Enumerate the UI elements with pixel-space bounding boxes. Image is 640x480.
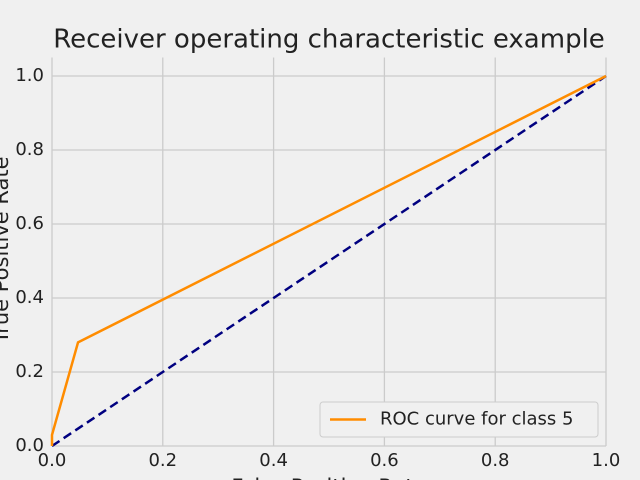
y-tick-label: 0.2 [15,361,44,382]
legend-label: ROC curve for class 5 [380,409,573,430]
legend-box [319,401,599,438]
y-tick-label: 0.0 [15,435,44,456]
y-tick-label: 0.8 [15,139,44,160]
x-tick-label: 0.0 [38,450,67,471]
y-axis-label: True Positive Rate [0,156,13,344]
y-tick-label: 0.4 [15,287,44,308]
x-tick-label: 1.0 [592,450,621,471]
x-tick-label: 0.4 [259,450,288,471]
y-tick-label: 1.0 [15,65,44,86]
chart-title: Receiver operating characteristic exampl… [53,25,605,55]
x-axis-label: False Positive Rate [231,475,426,480]
y-tick-label: 0.6 [15,213,44,234]
x-tick-label: 0.2 [148,450,177,471]
roc-line [50,74,607,446]
x-tick-label: 0.8 [481,450,510,471]
x-tick-label: 0.6 [370,450,399,471]
